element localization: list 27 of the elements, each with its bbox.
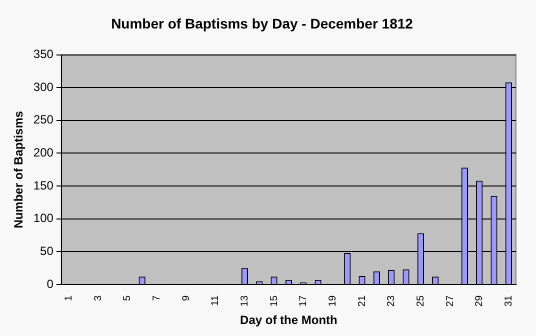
x-tick-label: 27 (444, 295, 456, 307)
x-tick-label: 11 (210, 295, 222, 306)
x-tick-label: 9 (180, 295, 192, 302)
y-axis-title: Number of Baptisms (12, 110, 26, 228)
x-tick-label: 3 (92, 295, 104, 302)
x-axis-title: Day of the Month (240, 313, 338, 328)
x-tick-label: 7 (151, 295, 162, 302)
x-tick-label: 21 (356, 295, 368, 307)
chart-title: Number of Baptisms by Day - December 1812 (111, 15, 414, 32)
x-tick-label: 23 (386, 295, 398, 307)
y-tick-label: 100 (33, 211, 54, 226)
y-tick-label: 200 (33, 146, 54, 160)
y-tick-label: 350 (33, 47, 54, 62)
x-tick-label: 25 (415, 295, 426, 307)
x-tick-label: 15 (268, 295, 280, 307)
x-tick-label: 1 (64, 295, 75, 302)
y-tick-label: 300 (33, 80, 54, 94)
x-tick-label: 19 (327, 295, 338, 307)
y-tick-label: 150 (33, 178, 54, 192)
y-tick-label: 50 (40, 244, 54, 258)
x-tick-label: 5 (122, 295, 134, 302)
x-tick-label: 17 (298, 295, 310, 307)
y-tick-label: 0 (46, 276, 54, 291)
x-tick-label: 31 (503, 295, 514, 307)
x-tick-label: 13 (239, 295, 250, 307)
x-tick-label: 29 (474, 295, 486, 307)
y-tick-label: 250 (33, 112, 54, 127)
